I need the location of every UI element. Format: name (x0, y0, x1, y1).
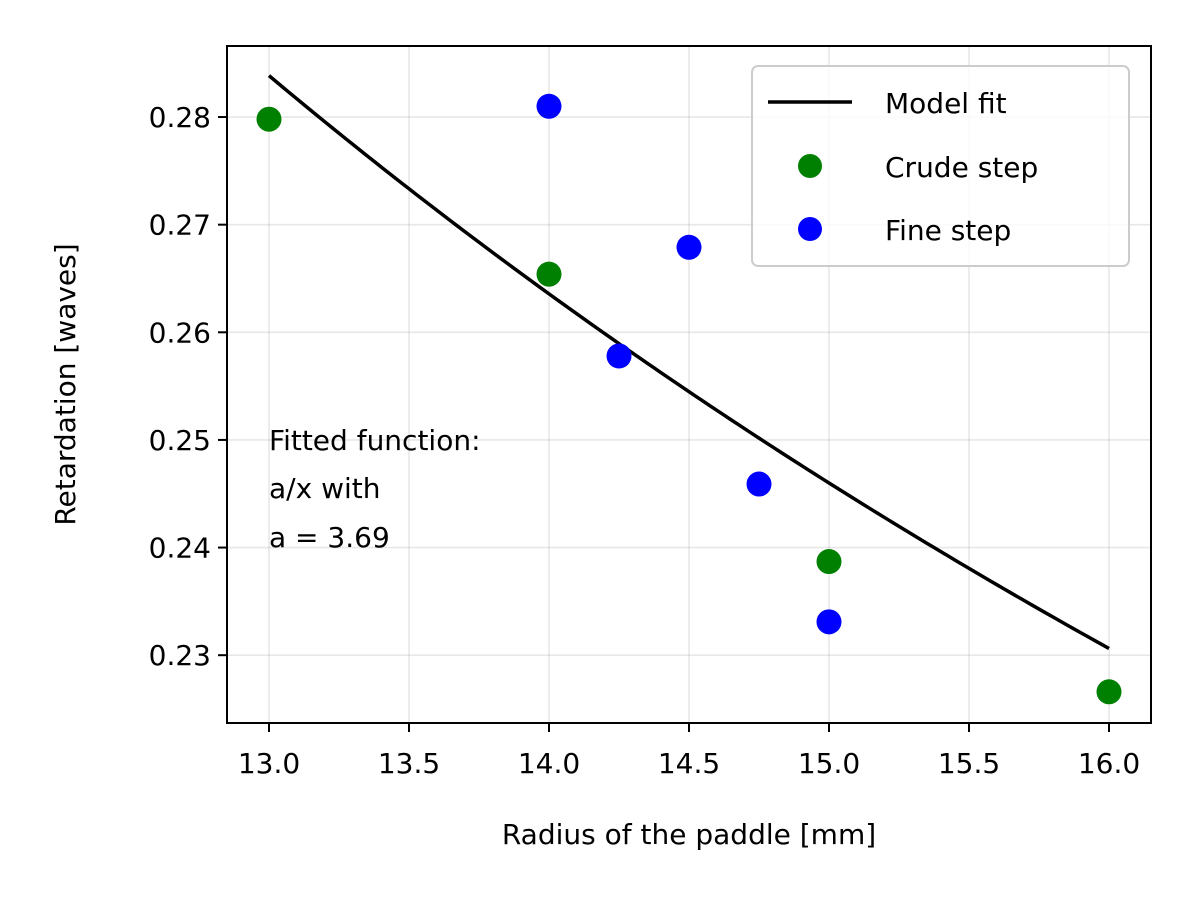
y-tick-label: 0.24 (149, 532, 211, 565)
fine-step-point (536, 93, 562, 119)
legend-box (751, 65, 1130, 267)
legend-fine-step-swatch (798, 217, 822, 241)
y-tick-label: 0.26 (149, 316, 211, 349)
points-layer (256, 93, 1122, 705)
y-axis-ticks: 0.23 0.24 0.25 0.26 0.27 0.28 (149, 101, 227, 672)
legend: Model fit Crude step Fine step (751, 65, 1130, 267)
fit-annotation: Fitted function: a/x with a = 3.69 (269, 424, 481, 554)
x-tick-label: 16.0 (1078, 747, 1140, 780)
legend-crude-step-swatch (798, 154, 822, 178)
grid-layer (227, 46, 1151, 723)
legend-fine-step-label: Fine step (885, 214, 1011, 247)
crude-step-point (536, 261, 562, 287)
fine-step-point (676, 234, 702, 260)
annotation-line-2: a/x with (269, 472, 380, 505)
fine-step-point (606, 343, 632, 369)
annotation-line-1: Fitted function: (269, 424, 481, 457)
x-tick-label: 13.5 (378, 747, 440, 780)
y-tick-label: 0.25 (149, 424, 211, 457)
x-tick-label: 14.5 (658, 747, 720, 780)
fine-step-point (816, 609, 842, 635)
x-tick-label: 14.0 (518, 747, 580, 780)
y-tick-label: 0.23 (149, 639, 211, 672)
y-tick-label: 0.28 (149, 101, 211, 134)
crude-step-point (256, 106, 282, 132)
fit-layer (267, 74, 1110, 650)
x-axis-ticks: 13.0 13.5 14.0 14.5 15.0 15.5 16.0 (238, 723, 1140, 780)
annotation-line-3: a = 3.69 (269, 521, 390, 554)
x-tick-label: 15.0 (798, 747, 860, 780)
legend-model-fit-label: Model fit (885, 87, 1007, 120)
x-tick-label: 15.5 (938, 747, 1000, 780)
crude-step-point (1096, 679, 1122, 705)
y-axis-label: Retardation [waves] (49, 243, 82, 525)
x-tick-label: 13.0 (238, 747, 300, 780)
fine-step-point (746, 471, 772, 497)
y-tick-label: 0.27 (149, 209, 211, 242)
legend-crude-step-label: Crude step (885, 151, 1038, 184)
model-fit-line (267, 74, 1110, 650)
plot-area (226, 45, 1152, 724)
crude-step-point (816, 549, 842, 575)
x-axis-label: Radius of the paddle [mm] (502, 818, 876, 851)
